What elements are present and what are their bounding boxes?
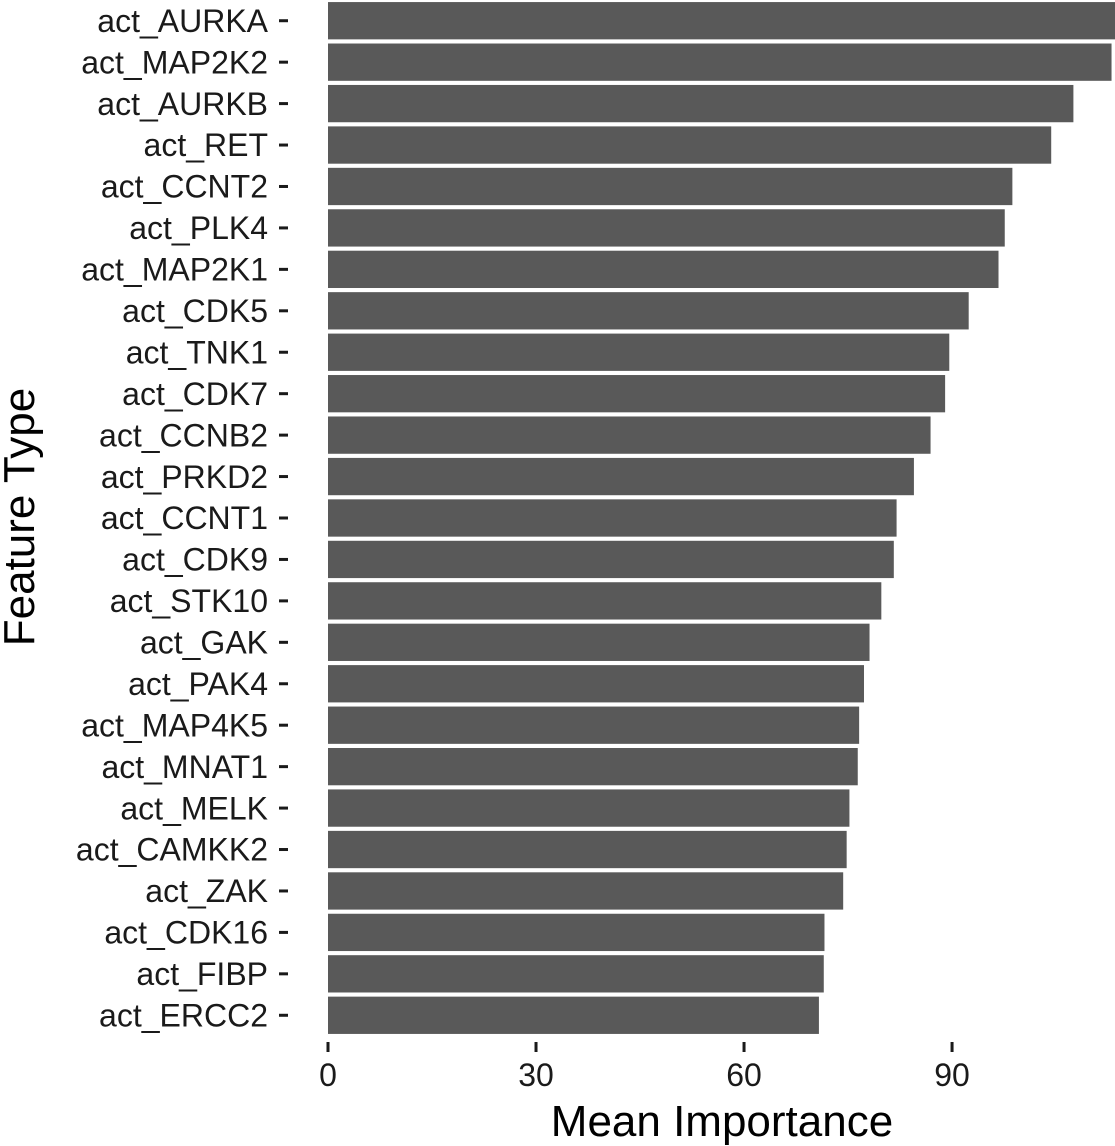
- bar-act_CDK7: [328, 375, 946, 413]
- bar-act_CCNT2: [328, 167, 1013, 206]
- y-tick-label: act_AURKB: [97, 86, 268, 122]
- bar-act_TNK1: [328, 333, 950, 371]
- x-tick-label: 0: [319, 1057, 337, 1093]
- x-axis-title: Mean Importance: [551, 1097, 893, 1146]
- bar-act_PRKD2: [328, 457, 914, 496]
- y-tick-label: act_CDK9: [122, 542, 268, 578]
- bars-group: [328, 2, 1115, 1034]
- x-tick-label: 90: [934, 1057, 970, 1093]
- y-tick-label: act_CCNT1: [101, 500, 268, 536]
- bar-act_CDK16: [328, 913, 825, 952]
- y-tick-label: act_PAK4: [128, 666, 268, 702]
- y-tick-label: act_CCNB2: [99, 417, 268, 453]
- y-tick-label: act_ZAK: [145, 873, 268, 909]
- y-tick-label: act_CAMKK2: [76, 832, 268, 868]
- bar-act_CCNT1: [328, 499, 897, 537]
- y-tick-label: act_MAP2K1: [81, 252, 268, 288]
- y-tick-label: act_PRKD2: [101, 459, 268, 495]
- bar-act_PLK4: [328, 209, 1005, 247]
- bar-act_AURKA: [328, 2, 1115, 40]
- bar-act_ZAK: [328, 872, 844, 910]
- bar-act_CDK5: [328, 292, 969, 330]
- bar-act_ERCC2: [328, 996, 819, 1034]
- y-tick-label: act_PLK4: [129, 210, 268, 246]
- bar-act_MAP2K1: [328, 250, 999, 289]
- y-axis-title: Feature Type: [0, 388, 44, 646]
- y-tick-label: act_ERCC2: [99, 997, 268, 1033]
- bar-act_GAK: [328, 623, 870, 661]
- y-axis: act_AURKA act_MAP2K2 act_AURKB act_RET act_C…: [76, 3, 288, 1033]
- bar-act_CAMKK2: [328, 830, 847, 869]
- y-tick-label: act_MAP2K2: [81, 44, 268, 80]
- y-tick-label: act_FIBP: [136, 956, 268, 992]
- y-tick-label: act_CDK5: [122, 293, 268, 329]
- y-tick-label: act_CCNT2: [101, 169, 268, 205]
- bar-act_STK10: [328, 582, 882, 620]
- bar-act_MAP2K2: [328, 43, 1112, 81]
- y-tick-label: act_RET: [144, 127, 268, 163]
- bar-act_MELK: [328, 789, 850, 827]
- y-tick-label: act_STK10: [110, 583, 268, 619]
- y-tick-label: act_TNK1: [126, 334, 268, 370]
- bar-act_MAP4K5: [328, 706, 860, 744]
- x-axis: 0 30 60 90: [319, 1042, 970, 1093]
- y-tick-label: act_CDK16: [104, 915, 268, 951]
- bar-act_AURKB: [328, 84, 1074, 123]
- y-tick-label: act_MELK: [120, 790, 268, 826]
- bar-act_MNAT1: [328, 747, 858, 786]
- y-tick-label: act_MNAT1: [101, 749, 268, 785]
- x-tick-label: 60: [726, 1057, 762, 1093]
- y-tick-label: act_MAP4K5: [81, 707, 268, 743]
- bar-act_FIBP: [328, 955, 824, 993]
- bar-act_CCNB2: [328, 416, 931, 454]
- bar-act_RET: [328, 126, 1052, 164]
- bar-act_PAK4: [328, 665, 864, 703]
- y-tick-label: act_GAK: [140, 625, 268, 661]
- y-tick-label: act_AURKA: [97, 3, 268, 39]
- x-tick-label: 30: [518, 1057, 554, 1093]
- bar-act_CDK9: [328, 540, 894, 579]
- y-tick-label: act_CDK7: [122, 376, 268, 412]
